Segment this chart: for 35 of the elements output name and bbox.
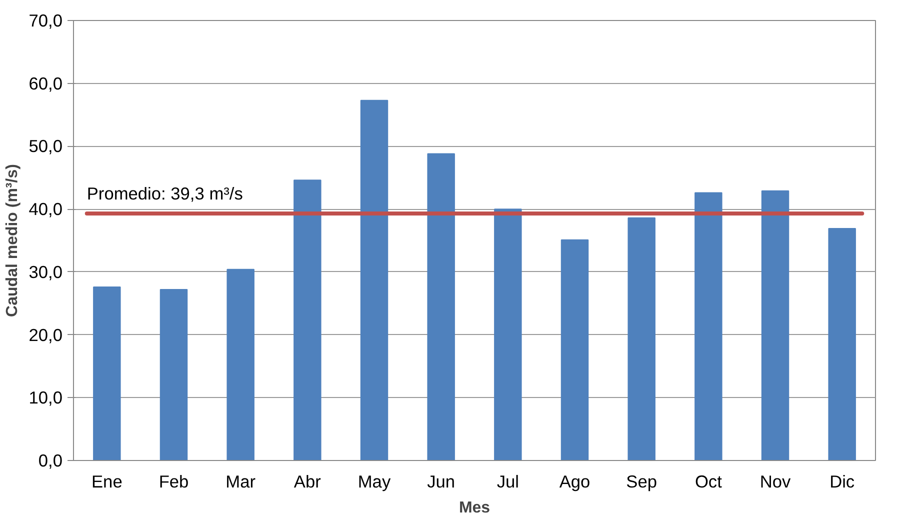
bar — [560, 239, 589, 460]
y-tick-label: 20,0 — [28, 324, 63, 345]
y-tick-label: 10,0 — [28, 388, 63, 408]
x-tick-label: Ene — [92, 472, 122, 492]
x-tick-label: Feb — [158, 472, 189, 492]
bar — [93, 286, 121, 460]
bar — [761, 190, 790, 460]
bar — [494, 208, 522, 460]
y-tick-label: 40,0 — [28, 199, 63, 220]
y-tick-label: 70,0 — [28, 10, 63, 30]
x-tick-label: Dic — [830, 472, 855, 492]
y-axis-title: Caudal medio (m³/s) — [4, 164, 21, 317]
bar — [427, 153, 455, 460]
x-tick-label: Jun — [427, 472, 456, 492]
y-tick-label: 30,0 — [28, 262, 63, 282]
ref-line-label: Promedio: 39,3 m³/s — [86, 183, 244, 204]
x-tick-label: Abr — [294, 472, 322, 492]
x-axis-title: Mes — [458, 500, 490, 516]
x-tick-label: May — [358, 472, 391, 492]
bar — [628, 217, 656, 460]
x-tick-label: Ago — [559, 472, 590, 492]
bar — [294, 180, 322, 460]
y-tick-label: 50,0 — [28, 136, 63, 156]
bar — [694, 192, 722, 460]
bar — [360, 100, 388, 460]
x-tick-label: Sep — [626, 472, 658, 492]
x-tick-label: Mar — [226, 472, 256, 492]
x-tick-label: Oct — [694, 472, 722, 492]
x-tick-label: Jul — [496, 472, 519, 492]
y-tick-label: 60,0 — [28, 73, 63, 94]
bar — [828, 228, 856, 460]
x-tick-label: Nov — [760, 472, 791, 492]
y-tick-label: 0,0 — [38, 450, 63, 470]
bar — [160, 289, 188, 460]
bar — [226, 268, 254, 460]
